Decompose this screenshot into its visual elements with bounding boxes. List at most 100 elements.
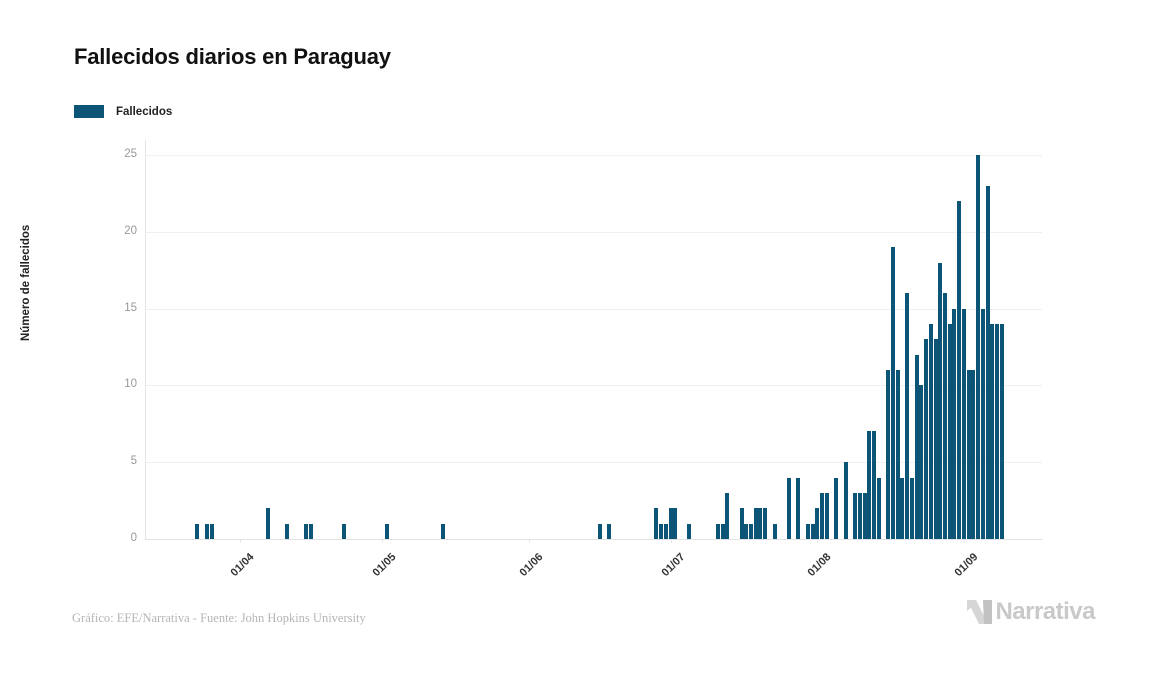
x-tick-mark	[240, 539, 241, 543]
bar[interactable]	[204, 524, 209, 539]
bar[interactable]	[748, 524, 753, 539]
bar[interactable]	[209, 524, 214, 539]
bar[interactable]	[942, 293, 947, 539]
bar[interactable]	[597, 524, 602, 539]
bar[interactable]	[810, 524, 815, 539]
bar[interactable]	[938, 263, 943, 539]
bar[interactable]	[895, 370, 900, 539]
bar[interactable]	[924, 339, 928, 539]
chart-title: Fallecidos diarios en Paraguay	[74, 44, 391, 69]
narrativa-logo: Narrativa	[967, 598, 1095, 626]
bar[interactable]	[758, 508, 763, 539]
bar[interactable]	[654, 508, 659, 539]
bar[interactable]	[285, 524, 290, 539]
bar[interactable]	[659, 524, 664, 539]
x-tick-mark	[964, 539, 965, 543]
x-tick-mark	[382, 539, 383, 543]
bar[interactable]	[720, 524, 725, 539]
bar[interactable]	[304, 524, 309, 539]
bar[interactable]	[900, 478, 905, 539]
bar[interactable]	[739, 508, 744, 539]
bar[interactable]	[725, 493, 730, 539]
bar[interactable]	[815, 508, 820, 539]
x-tick-label: 01/05	[370, 551, 399, 579]
bar[interactable]	[309, 524, 313, 539]
bar[interactable]	[715, 524, 720, 539]
bar[interactable]	[961, 309, 966, 539]
bar[interactable]	[853, 493, 857, 539]
gridline	[145, 231, 1042, 233]
legend-label: Fallecidos	[116, 105, 173, 118]
x-tick-label: 01/04	[228, 551, 257, 579]
bar[interactable]	[687, 524, 692, 539]
gridline	[145, 308, 1042, 310]
bar[interactable]	[441, 524, 446, 539]
y-tick-label: 5	[130, 455, 137, 468]
bar[interactable]	[905, 293, 910, 539]
bar[interactable]	[763, 508, 768, 539]
bar[interactable]	[966, 370, 971, 539]
bar[interactable]	[914, 355, 919, 539]
y-axis-line	[145, 140, 146, 539]
bar[interactable]	[607, 524, 611, 539]
x-tick-label: 01/08	[805, 551, 834, 579]
bar[interactable]	[843, 462, 848, 539]
bar[interactable]	[819, 493, 824, 539]
bar[interactable]	[928, 324, 933, 539]
bar[interactable]	[786, 478, 791, 539]
bar[interactable]	[195, 524, 200, 539]
bar[interactable]	[796, 478, 801, 539]
bar[interactable]	[824, 493, 829, 539]
bar[interactable]	[744, 524, 749, 539]
bar[interactable]	[933, 339, 938, 539]
gridline	[145, 385, 1042, 387]
bar[interactable]	[342, 524, 347, 539]
narrativa-logo-text: Narrativa	[995, 598, 1095, 625]
bar[interactable]	[980, 309, 985, 539]
gridline	[145, 155, 1042, 156]
gridline	[145, 462, 1042, 464]
bar[interactable]	[976, 155, 980, 539]
y-tick-label: 15	[124, 301, 137, 314]
bar[interactable]	[668, 508, 673, 539]
bar[interactable]	[753, 508, 758, 539]
bar[interactable]	[266, 508, 271, 539]
y-tick-label: 20	[124, 224, 137, 237]
bar[interactable]	[384, 524, 389, 539]
x-tick-mark	[817, 539, 818, 543]
x-tick-mark	[529, 539, 530, 543]
y-tick-label: 25	[124, 148, 137, 160]
x-tick-label: 01/06	[517, 551, 546, 579]
x-tick-label: 01/07	[659, 551, 688, 579]
bar[interactable]	[995, 324, 999, 539]
credits-text: Gráfico: EFE/Narrativa - Fuente: John Ho…	[72, 611, 366, 625]
bar[interactable]	[772, 524, 777, 539]
y-tick-label: 0	[130, 532, 137, 544]
bar[interactable]	[909, 478, 914, 539]
bar[interactable]	[857, 493, 862, 539]
bar[interactable]	[957, 201, 962, 539]
bar[interactable]	[985, 186, 990, 539]
narrativa-n-icon	[967, 600, 993, 624]
bar[interactable]	[867, 431, 872, 539]
x-tick-mark	[671, 539, 672, 543]
bar[interactable]	[805, 524, 810, 539]
bar[interactable]	[663, 524, 668, 539]
bar[interactable]	[862, 493, 867, 539]
bar[interactable]	[872, 431, 876, 539]
legend-swatch-icon	[74, 105, 104, 118]
bar[interactable]	[886, 370, 891, 539]
bar[interactable]	[890, 247, 895, 539]
x-axis-line	[145, 539, 1042, 540]
bar[interactable]	[834, 478, 839, 539]
bar[interactable]	[952, 309, 957, 539]
bar[interactable]	[947, 324, 952, 539]
bar[interactable]	[999, 324, 1004, 539]
legend-item-fallecidos[interactable]: Fallecidos	[74, 105, 172, 118]
bar[interactable]	[919, 385, 924, 539]
bar[interactable]	[673, 508, 678, 539]
bar[interactable]	[990, 324, 995, 539]
bar[interactable]	[876, 478, 881, 539]
bar[interactable]	[971, 370, 976, 539]
